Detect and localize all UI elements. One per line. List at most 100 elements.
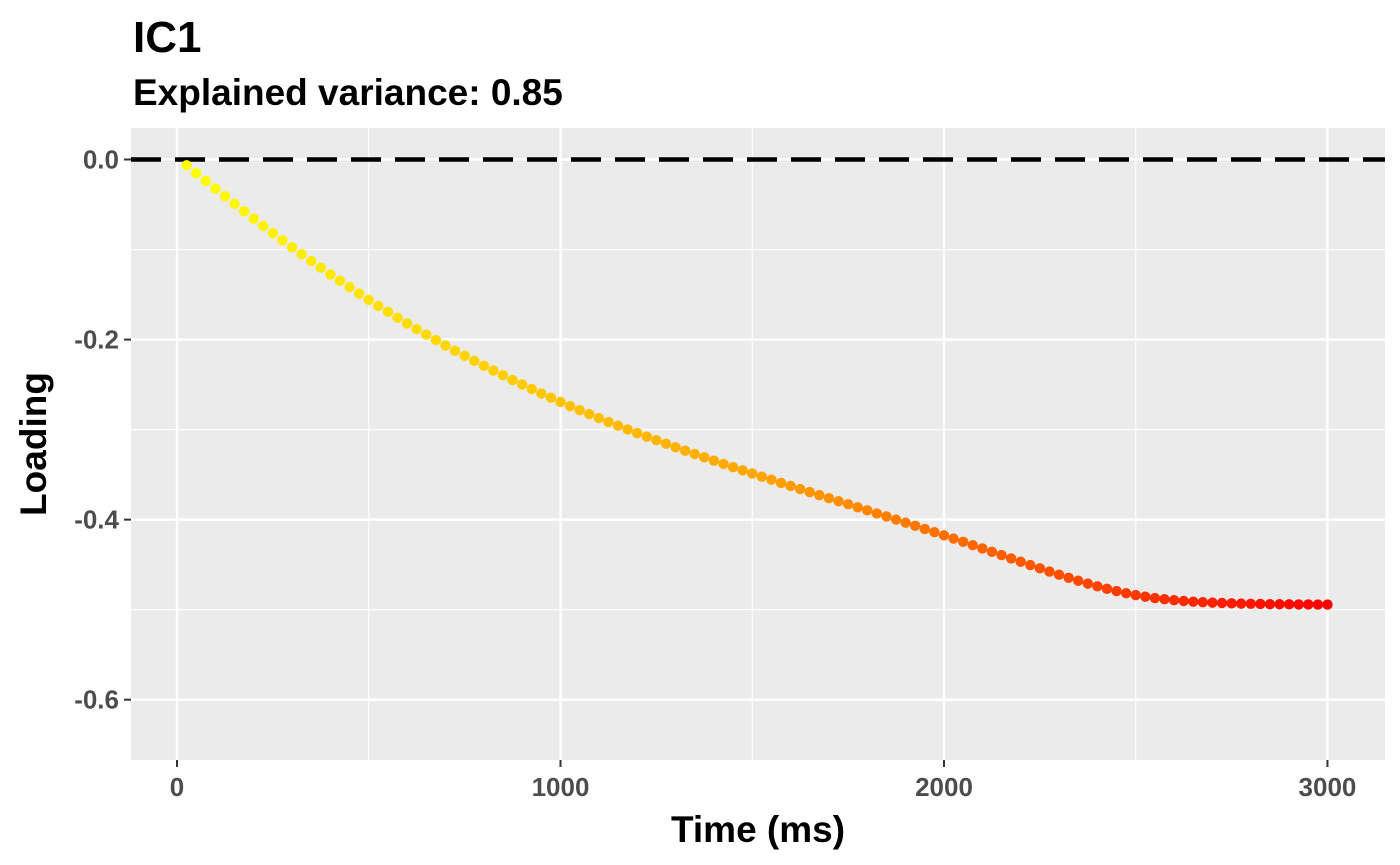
data-point (1216, 597, 1228, 609)
data-point (315, 262, 327, 273)
x-tick-label: 1000 (532, 772, 590, 802)
data-point (593, 412, 605, 424)
y-tick-label: 0.0 (83, 145, 119, 175)
data-point (1092, 581, 1103, 592)
data-point (440, 340, 451, 351)
data-point (1235, 598, 1247, 609)
data-point (1274, 599, 1285, 610)
data-point (804, 486, 815, 498)
data-point (1005, 553, 1017, 564)
data-point (1255, 598, 1266, 610)
data-point (200, 175, 211, 187)
data-point (842, 499, 854, 510)
data-point (306, 255, 317, 267)
data-point (478, 360, 490, 371)
y-tick-label: -0.2 (74, 325, 119, 355)
data-point (1034, 563, 1046, 574)
data-point (277, 235, 288, 246)
x-tick-label: 0 (170, 772, 184, 802)
data-point (1149, 592, 1161, 604)
data-point (1303, 599, 1314, 610)
data-point (238, 206, 250, 217)
data-point (1044, 566, 1055, 577)
data-point (737, 465, 748, 476)
data-point (1283, 599, 1295, 610)
data-point (852, 502, 863, 513)
grid-major (131, 128, 1385, 760)
data-point (258, 220, 269, 232)
data-point (382, 306, 394, 318)
data-point (986, 546, 998, 557)
data-point (1111, 585, 1122, 597)
data-point (699, 452, 710, 463)
y-axis-title: Loading (13, 372, 54, 516)
data-point (814, 489, 825, 501)
data-point (727, 461, 739, 473)
data-point (1130, 589, 1141, 601)
data-point (1159, 594, 1170, 605)
data-point (516, 379, 528, 390)
data-point (1293, 599, 1304, 610)
data-point (488, 365, 499, 376)
data-point (862, 505, 873, 516)
data-point (967, 539, 978, 551)
data-point (449, 345, 461, 356)
data-point (651, 435, 662, 446)
data-point (325, 269, 336, 280)
data-point (430, 334, 442, 346)
data-point (833, 496, 844, 507)
data-point (641, 431, 652, 442)
data-point (1178, 595, 1189, 607)
x-axis-ticks: 0 1000 2000 3000 (170, 760, 1357, 802)
data-point (555, 396, 566, 408)
data-point (910, 520, 921, 532)
data-point (190, 167, 202, 179)
data-point (996, 549, 1007, 561)
data-point (1073, 575, 1084, 586)
data-point (603, 416, 614, 428)
data-point (756, 471, 768, 482)
data-point (267, 227, 279, 239)
data-point (1101, 583, 1113, 595)
data-point (632, 427, 643, 439)
data-point (507, 374, 518, 386)
data-point (1025, 559, 1036, 571)
data-point (421, 329, 432, 340)
data-point (334, 275, 346, 287)
data-point (363, 294, 374, 305)
data-point (785, 480, 796, 492)
data-point (459, 350, 470, 361)
data-point (1264, 598, 1276, 610)
data-point (1082, 578, 1093, 589)
x-tick-label: 3000 (1299, 772, 1357, 802)
data-point (766, 474, 777, 485)
data-point (1188, 596, 1199, 607)
data-point (679, 445, 691, 456)
data-point (1322, 599, 1333, 610)
data-point (545, 392, 557, 403)
data-point (401, 318, 413, 329)
chart-title: IC1 (133, 13, 201, 62)
data-point (536, 388, 547, 399)
data-point (1015, 556, 1026, 567)
data-point (689, 448, 700, 460)
data-point (1245, 598, 1256, 610)
y-tick-label: -0.4 (74, 505, 119, 535)
data-point (411, 323, 422, 335)
x-axis-title: Time (ms) (671, 809, 845, 850)
data-point (1120, 587, 1132, 599)
data-point (670, 442, 681, 453)
data-point (584, 408, 595, 420)
data-point (929, 527, 940, 538)
data-point (1063, 572, 1074, 583)
data-point (353, 288, 365, 299)
data-point (890, 514, 902, 525)
data-point (775, 477, 787, 489)
data-point (1168, 594, 1180, 606)
data-point (957, 536, 969, 548)
data-point (296, 249, 307, 260)
data-point (881, 511, 892, 522)
data-point (823, 492, 835, 504)
